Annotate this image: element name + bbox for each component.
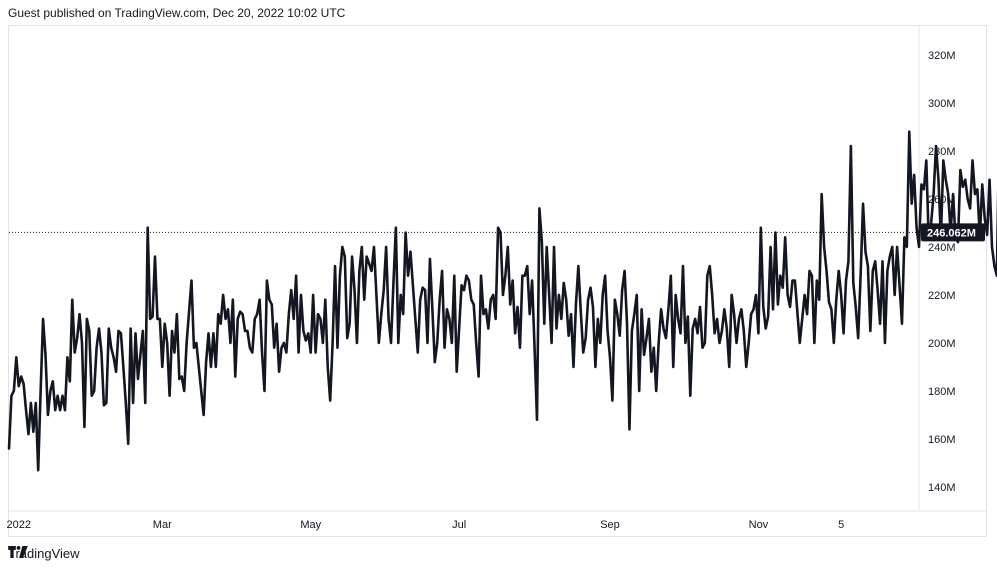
last-value-label-text: 246.062M bbox=[927, 227, 976, 239]
price-axis-tick-label: 160M bbox=[928, 434, 956, 446]
price-axis-tick-label: 300M bbox=[928, 98, 956, 110]
price-axis-tick-label: 220M bbox=[928, 290, 956, 302]
series-line bbox=[7, 130, 997, 472]
time-axis-tick-label: Mar bbox=[153, 519, 172, 531]
last-value-label: 246.062M bbox=[921, 223, 985, 242]
time-axis-tick-label: Nov bbox=[749, 519, 769, 531]
time-axis-tick-label: Jul bbox=[452, 519, 466, 531]
price-axis-tick-label: 280M bbox=[928, 146, 956, 158]
footer[interactable]: TradingView bbox=[8, 546, 80, 561]
time-axis-tick-label: Sep bbox=[600, 519, 620, 531]
price-axis-tick-label: 320M bbox=[928, 50, 956, 62]
price-axis-tick-label: 140M bbox=[928, 482, 956, 494]
price-axis-tick-label: 180M bbox=[928, 386, 956, 398]
chart-frame[interactable] bbox=[8, 25, 987, 537]
time-axis-tick-label: 5 bbox=[838, 519, 844, 531]
price-axis-tick-label: 200M bbox=[928, 338, 956, 350]
time-axis-tick-label: May bbox=[300, 519, 321, 531]
time-axis-tick-label: 2022 bbox=[6, 519, 30, 531]
tradingview-logo-icon bbox=[8, 546, 28, 558]
published-info: Guest published on TradingView.com, Dec … bbox=[8, 6, 346, 20]
price-axis-tick-label: 240M bbox=[928, 242, 956, 254]
last-value-label-bg bbox=[921, 223, 985, 242]
time-axis[interactable]: 2022 Mar May Jul Sep Nov 5 bbox=[6, 519, 844, 531]
